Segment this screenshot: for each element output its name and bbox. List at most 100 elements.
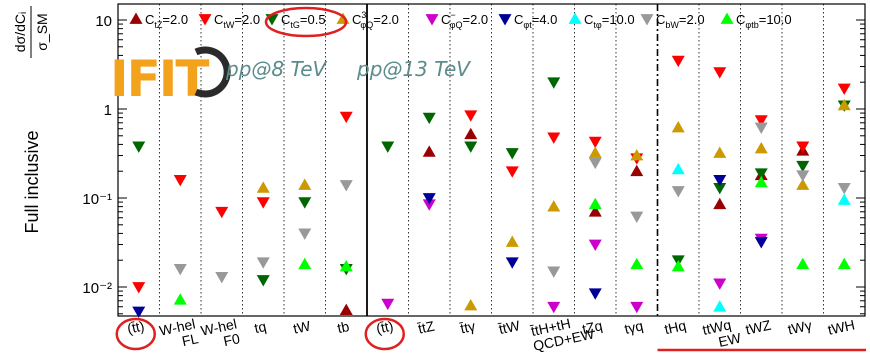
data-point-s0-c5 [339, 303, 353, 315]
data-point-s1-c8 [464, 110, 478, 122]
data-point-s0-c8 [464, 127, 478, 140]
y-axis-label: Full inclusive dσ/dCᵢ σ_SM [12, 6, 50, 234]
x-tick-label-line: tWZ [744, 317, 773, 338]
data-point-s1-c17 [837, 83, 851, 95]
data-point-s5-c7 [422, 193, 436, 205]
x-tick-label-line: tWH [826, 316, 856, 337]
data-point-s2-c3 [256, 275, 270, 287]
data-point-s2-c6 [381, 141, 395, 153]
data-point-s2-c9 [505, 148, 519, 160]
annotation-circle-category-6 [364, 317, 405, 351]
x-tick-label-line: W-hel [158, 316, 197, 339]
x-tick-label-line: tWγ [786, 317, 813, 338]
data-point-s5-c11 [588, 288, 602, 300]
legend-marker-4 [425, 14, 439, 26]
x-tick-label-5: tb [336, 318, 351, 336]
data-point-s1-c16 [796, 141, 810, 153]
data-point-s1-c5 [339, 111, 353, 124]
legend-label-5: Cφt=4.0 [514, 12, 557, 30]
energy-label-13tev: pp@13 TeV [356, 57, 471, 81]
x-tick-label-8: t̄tγ [459, 318, 477, 337]
data-point-s2-c4 [298, 197, 312, 209]
data-point-s3-c10 [547, 200, 561, 212]
annotation-circle-category-0 [115, 317, 156, 351]
data-point-s2-c14 [713, 182, 727, 195]
x-tick-label-line: tW [292, 317, 313, 336]
data-point-s1-c3 [256, 197, 270, 209]
data-point-s3-c12 [630, 149, 644, 161]
data-point-s4-c12 [630, 301, 644, 314]
x-tick-label-17: tWH [826, 316, 856, 337]
data-point-s3-c11 [588, 146, 602, 158]
data-point-s1-c11 [588, 136, 602, 149]
data-point-s7-c11 [588, 157, 602, 170]
data-point-s3-c13 [671, 120, 685, 133]
legend-label-1: CtW=2.0 [214, 12, 260, 30]
y-tick-label: 10 [95, 13, 112, 30]
data-point-s2-c8 [464, 141, 478, 153]
data-point-s7-c4 [298, 228, 312, 240]
data-point-s7-c16 [796, 170, 810, 182]
data-point-s7-c2 [215, 271, 229, 284]
data-point-s4-c7 [422, 199, 436, 211]
x-tick-label-line: t̄tγ [459, 318, 477, 337]
x-tick-label-line: tHq [663, 317, 688, 337]
data-point-s0-c7 [422, 145, 436, 157]
data-point-s1-c0 [132, 282, 146, 294]
x-tick-label-line: ttWq [701, 316, 732, 338]
data-point-s5-c14 [713, 174, 727, 187]
data-point-s7-c17 [837, 182, 851, 195]
ifit-logo-arc [194, 46, 231, 98]
legend-marker-5 [498, 14, 512, 26]
legend-label-2: CtG=0.5 [281, 12, 326, 30]
x-tick-label-6: (t̄t) [375, 318, 395, 337]
data-point-s1-c13 [671, 55, 685, 68]
data-point-s3-c15 [754, 141, 768, 154]
x-tick-label-3: tq [253, 318, 268, 336]
legend-marker-0 [129, 12, 143, 24]
data-point-s8-c17 [837, 257, 851, 270]
legend-marker-7 [640, 14, 654, 26]
x-tick-label-line: W-hel [199, 316, 238, 339]
data-point-s3-c8 [464, 298, 478, 311]
y-axis-title: Full inclusive [22, 130, 42, 233]
x-tick-label-line: tZq [581, 317, 604, 337]
energy-label-8tev: pp@8 TeV [225, 57, 328, 81]
data-point-s5-c9 [505, 257, 519, 269]
data-point-s1-c9 [505, 166, 519, 178]
legend-label-3: C3 φQ=2.0 [352, 10, 399, 30]
data-point-s7-c13 [671, 186, 685, 198]
x-tick-label-line: (t̄t) [126, 318, 146, 337]
data-point-s7-c5 [339, 180, 353, 192]
data-point-s8-c15 [754, 175, 768, 188]
ifit-logo: IFIT [110, 50, 209, 108]
data-point-s1-c1 [173, 174, 187, 187]
data-point-s3-c14 [713, 146, 727, 158]
data-point-s8-c16 [796, 257, 810, 270]
x-tick-label-line: tγq [623, 317, 645, 337]
data-point-s5-c15 [754, 237, 768, 249]
data-point-s2-c0 [132, 141, 146, 153]
x-tick-label-12: tγq [623, 317, 645, 337]
legend-label-4: C− φQ=2.0 [441, 10, 488, 30]
x-tick-label-line: t̄tZ [416, 317, 436, 336]
data-point-s4-c11 [588, 239, 602, 252]
data-point-s1-c10 [547, 132, 561, 144]
x-tick-label-line: EW [717, 329, 743, 350]
legend-label-7: CbW=2.0 [656, 12, 705, 30]
data-point-s4-c6 [381, 298, 395, 311]
y-tick-label: 10⁻² [82, 280, 112, 297]
data-point-s3-c9 [505, 235, 519, 247]
x-tick-label-0: (t̄t) [126, 318, 146, 337]
data-point-s1-c15 [754, 115, 768, 127]
x-tick-label-9: t̄tW [497, 317, 522, 337]
data-point-s7-c15 [754, 122, 768, 134]
x-tick-label-line: tq [253, 318, 268, 336]
legend-marker-6 [568, 12, 582, 24]
data-point-s8-c1 [173, 293, 187, 305]
legend-label-8: Cφtb=10.0 [736, 12, 792, 30]
data-point-s2-c7 [422, 112, 436, 125]
